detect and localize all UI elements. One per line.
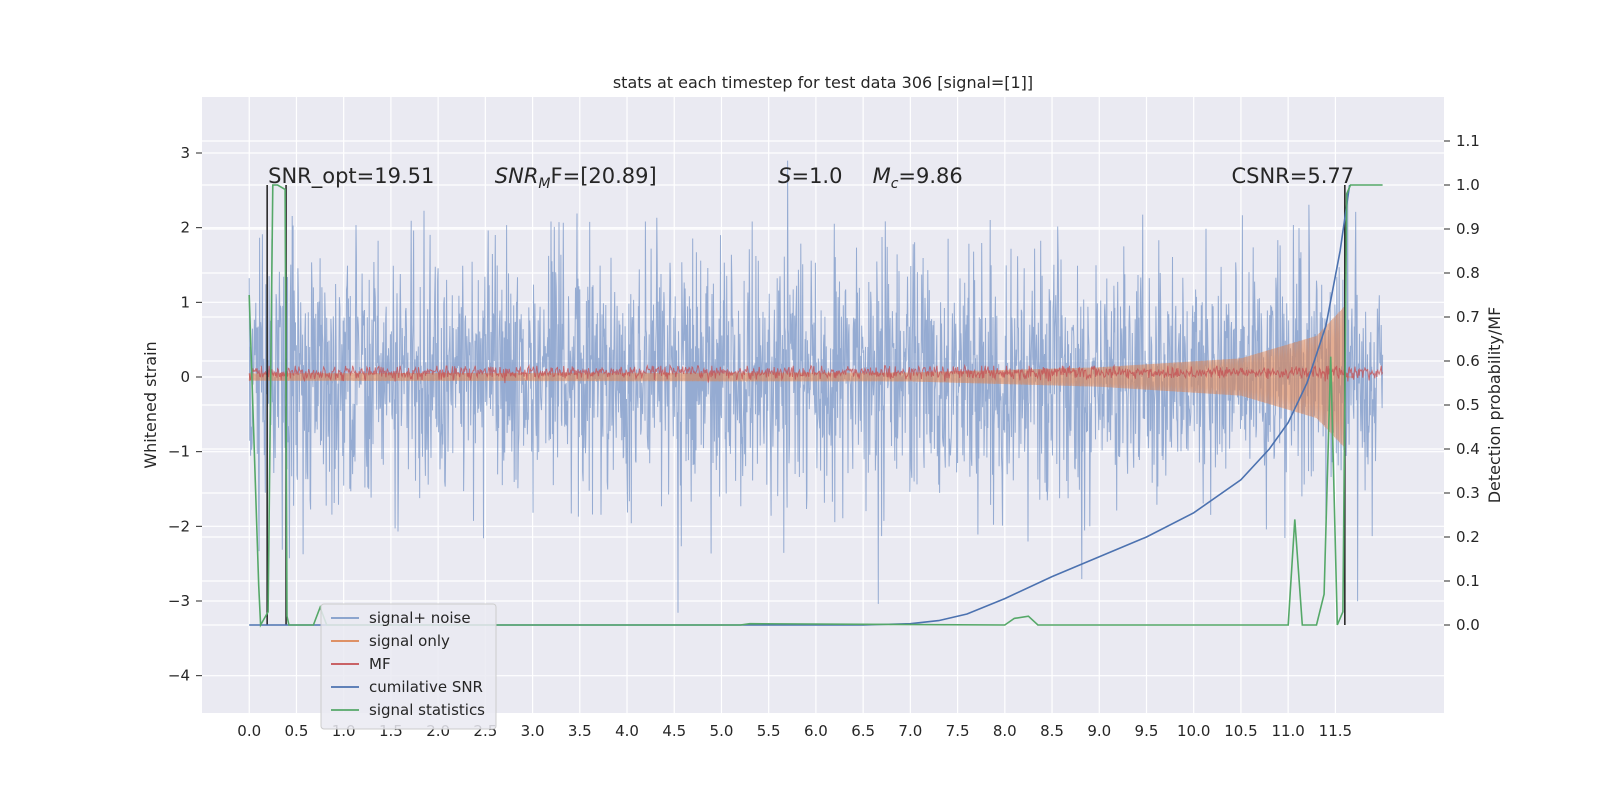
y-right-tick-label-10: 0.1 [1456, 572, 1480, 590]
x-tick-label-7: 3.5 [568, 722, 592, 740]
legend-box [320, 603, 497, 730]
annotation-3: Mc=9.86 [873, 164, 963, 192]
legend-label-0: signal+ noise [369, 609, 471, 627]
y-right-tick-label-0: 1.1 [1456, 132, 1480, 150]
y-tick-label-4: −1 [168, 443, 190, 461]
y-tick-labels: 3 2 1 0 −1 −2 −3 −4 [168, 144, 190, 685]
series-mf [248, 363, 1384, 384]
x-tick-label-18: 9.0 [1087, 722, 1111, 740]
legend-label-3: cumilative SNR [369, 678, 483, 696]
y-right-tick-label-3: 0.8 [1456, 264, 1480, 282]
x-tick-label-21: 10.5 [1224, 722, 1257, 740]
annotation-2: S=1.0 [778, 164, 842, 188]
legend-label-4: signal statistics [369, 701, 485, 719]
annotation-4: CSNR=5.77 [1231, 164, 1354, 188]
x-tick-label-22: 11.0 [1271, 722, 1304, 740]
y-axis-label: Whitened strain [141, 341, 160, 468]
annotation-0: SNR_opt=19.51 [268, 164, 434, 189]
y-right-tick-label-2: 0.9 [1456, 220, 1480, 238]
y-right-tick-label-7: 0.4 [1456, 440, 1480, 458]
series-layer [248, 160, 1384, 628]
y-right-tick-label-4: 0.7 [1456, 308, 1480, 326]
x-tick-label-9: 4.5 [662, 722, 686, 740]
y-tick-label-2: 1 [180, 293, 190, 311]
x-tick-label-1: 0.5 [285, 722, 309, 740]
y-right-tick-label-8: 0.3 [1456, 484, 1480, 502]
legend-label-1: signal only [369, 632, 450, 650]
x-tick-label-11: 5.5 [757, 722, 781, 740]
series-signal-only [248, 307, 1355, 448]
y-tick-label-3: 0 [180, 368, 190, 386]
y-tick-label-6: −3 [168, 592, 190, 610]
x-tick-label-0: 0.0 [237, 722, 261, 740]
y-tick-label-0: 3 [180, 144, 190, 162]
x-tick-label-23: 11.5 [1319, 722, 1352, 740]
y-tick-label-5: −2 [168, 517, 190, 535]
x-tick-label-10: 5.0 [710, 722, 734, 740]
annotation-1: SNRMF=[20.89] [495, 164, 657, 192]
y-right-tick-labels: 1.1 1.0 0.9 0.8 0.7 0.6 0.5 0.4 0.3 0.2 0.1 0.0 [1456, 132, 1480, 634]
y-right-tick-label-5: 0.6 [1456, 352, 1480, 370]
y-right-axis-label: Detection probability/MF [1485, 307, 1504, 504]
chart-title: stats at each timestep for test data 306… [613, 73, 1033, 92]
y-tick-label-7: −4 [168, 667, 190, 685]
series-signal-statistics [248, 184, 1383, 628]
y-right-tick-label-1: 1.0 [1456, 176, 1480, 194]
x-tick-label-17: 8.5 [1040, 722, 1064, 740]
x-tick-label-14: 7.0 [898, 722, 922, 740]
x-tick-label-6: 3.0 [521, 722, 545, 740]
x-tick-label-20: 10.0 [1177, 722, 1210, 740]
annotations: SNR_opt=19.51 SNRMF=[20.89] S=1.0 Mc=9.86 CS… [268, 164, 1354, 192]
series-signal-noise [248, 160, 1384, 613]
series-cumilative-SNR [249, 184, 1351, 626]
y-tick-label-1: 2 [180, 219, 190, 237]
y-right-tick-label-6: 0.5 [1456, 396, 1480, 414]
x-tick-label-13: 6.5 [851, 722, 875, 740]
x-tick-label-8: 4.0 [615, 722, 639, 740]
x-tick-label-19: 9.5 [1135, 722, 1159, 740]
x-tick-label-16: 8.0 [993, 722, 1017, 740]
y-right-tick-label-11: 0.0 [1456, 616, 1480, 634]
legend-label-2: MF [369, 655, 391, 673]
x-tick-label-15: 7.5 [946, 722, 970, 740]
grid-y-right [202, 140, 1450, 626]
y-right-tick-label-9: 0.2 [1456, 528, 1480, 546]
x-tick-label-12: 6.0 [804, 722, 828, 740]
legend: signal+ noise signal only MF cumilative SNR… [320, 603, 497, 730]
